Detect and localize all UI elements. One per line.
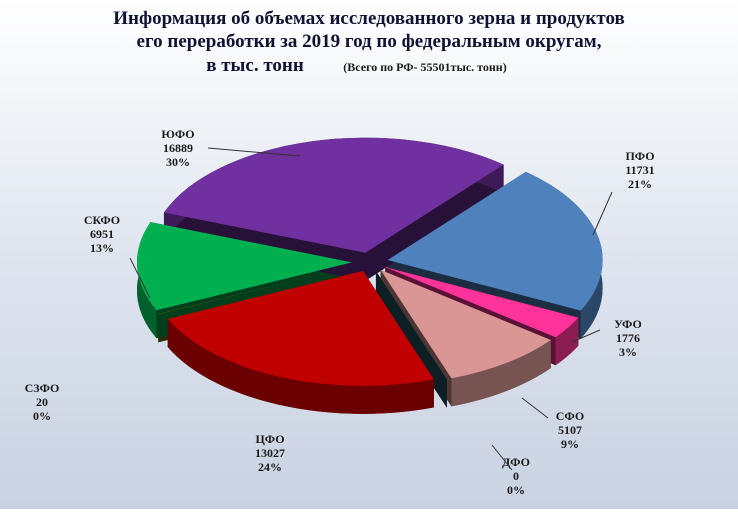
label-percent: 21%: [628, 177, 652, 191]
label-percent: 9%: [561, 437, 579, 451]
label-value: 6951: [90, 227, 114, 241]
chart-title: в тыс. тонн: [206, 55, 304, 76]
label-name: СФО: [556, 409, 584, 423]
label-name: ПФО: [625, 149, 654, 163]
label-name: СКФО: [84, 213, 120, 227]
label-name: ЮФО: [161, 127, 194, 141]
label-value: 13027: [255, 446, 285, 460]
label-value: 11731: [625, 163, 654, 177]
label-name: УФО: [614, 317, 642, 331]
chart-title: Информация об объемах исследованного зер…: [113, 8, 625, 29]
label-percent: 3%: [619, 345, 637, 359]
label-name: ЦФО: [255, 432, 284, 446]
label-name: СЗФО: [25, 381, 60, 395]
label-percent: 30%: [166, 155, 190, 169]
label-value: 0: [513, 469, 519, 483]
label-percent: 24%: [258, 460, 282, 474]
label-percent: 13%: [90, 241, 114, 255]
label-value: 1776: [616, 331, 640, 345]
label-percent: 0%: [33, 409, 51, 423]
pie: [137, 138, 603, 414]
label-value: 16889: [163, 141, 193, 155]
chart-subtitle: (Всего по РФ- 55501тыс. тонн): [343, 60, 506, 74]
label-value: 5107: [558, 423, 582, 437]
label-value: 20: [36, 395, 48, 409]
label-percent: 0%: [507, 483, 525, 497]
chart-title: его переработки за 2019 год по федеральн…: [137, 31, 602, 52]
